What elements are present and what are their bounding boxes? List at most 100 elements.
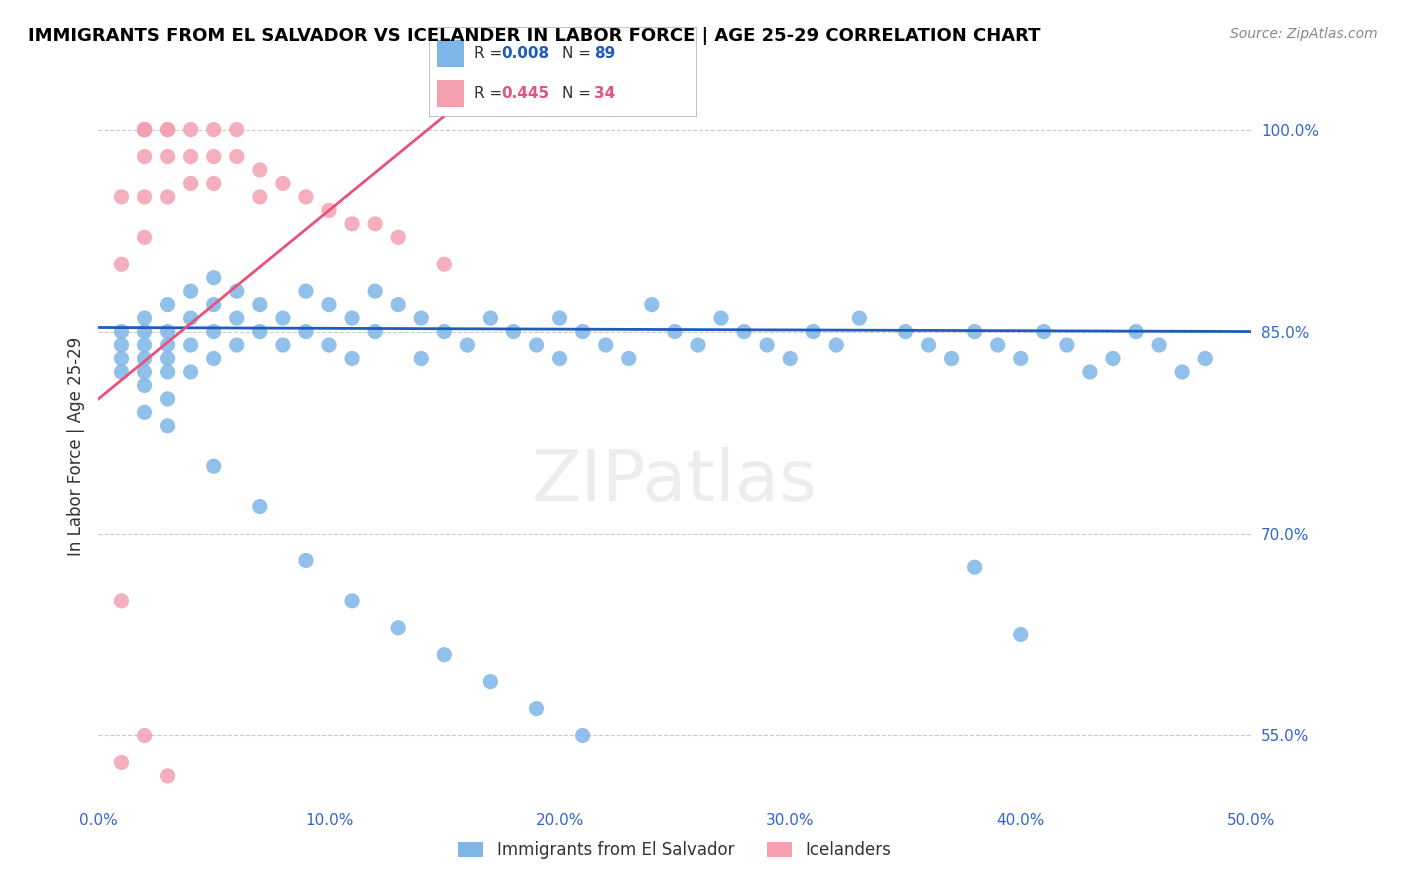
- Point: [134, 365, 156, 379]
- Point: [110, 257, 132, 271]
- Text: N =: N =: [562, 87, 596, 101]
- Legend: Immigrants from El Salvador, Icelanders: Immigrants from El Salvador, Icelanders: [451, 835, 898, 866]
- Point: [110, 594, 132, 608]
- Point: [617, 351, 640, 366]
- Text: 34: 34: [595, 87, 616, 101]
- Point: [249, 163, 271, 178]
- Point: [134, 230, 156, 244]
- Point: [318, 338, 340, 352]
- Point: [779, 351, 801, 366]
- Point: [156, 190, 179, 204]
- Point: [249, 190, 271, 204]
- Point: [156, 122, 179, 136]
- Point: [941, 351, 963, 366]
- Point: [134, 311, 156, 326]
- Point: [180, 177, 202, 191]
- Point: [202, 298, 225, 312]
- Point: [571, 325, 593, 339]
- Point: [364, 325, 387, 339]
- Point: [202, 270, 225, 285]
- Point: [917, 338, 939, 352]
- Point: [387, 230, 409, 244]
- Point: [134, 338, 156, 352]
- Point: [110, 351, 132, 366]
- Point: [456, 338, 478, 352]
- Point: [801, 325, 824, 339]
- Point: [249, 500, 271, 514]
- Point: [156, 351, 179, 366]
- Point: [156, 365, 179, 379]
- Point: [756, 338, 779, 352]
- Point: [156, 149, 179, 163]
- Bar: [437, 40, 464, 67]
- Point: [202, 122, 225, 136]
- Point: [134, 405, 156, 419]
- Text: 0.008: 0.008: [501, 46, 550, 61]
- Text: R =: R =: [474, 87, 508, 101]
- Point: [733, 325, 755, 339]
- Point: [134, 149, 156, 163]
- Point: [595, 338, 617, 352]
- Point: [526, 338, 548, 352]
- Point: [110, 190, 132, 204]
- Point: [180, 122, 202, 136]
- Point: [110, 338, 132, 352]
- Text: N =: N =: [562, 46, 596, 61]
- Point: [479, 674, 502, 689]
- Point: [134, 729, 156, 743]
- Point: [1078, 365, 1101, 379]
- Point: [1056, 338, 1078, 352]
- Point: [963, 325, 986, 339]
- Point: [249, 298, 271, 312]
- Point: [134, 351, 156, 366]
- Text: 0.445: 0.445: [501, 87, 550, 101]
- Text: 89: 89: [595, 46, 616, 61]
- Point: [848, 311, 870, 326]
- Point: [271, 338, 294, 352]
- Point: [963, 560, 986, 574]
- Point: [1032, 325, 1054, 339]
- Point: [1171, 365, 1194, 379]
- Point: [686, 338, 709, 352]
- Point: [502, 325, 524, 339]
- Point: [664, 325, 686, 339]
- Point: [225, 122, 247, 136]
- Point: [271, 177, 294, 191]
- Point: [134, 122, 156, 136]
- Point: [364, 217, 387, 231]
- Point: [202, 459, 225, 474]
- Point: [295, 325, 318, 339]
- Point: [340, 594, 363, 608]
- Point: [225, 311, 247, 326]
- Point: [156, 338, 179, 352]
- Point: [180, 284, 202, 298]
- Text: R =: R =: [474, 46, 508, 61]
- Point: [180, 149, 202, 163]
- Point: [987, 338, 1010, 352]
- Point: [1147, 338, 1170, 352]
- Point: [1010, 627, 1032, 641]
- Point: [110, 756, 132, 770]
- Point: [202, 149, 225, 163]
- Point: [134, 378, 156, 392]
- Point: [110, 325, 132, 339]
- Point: [225, 338, 247, 352]
- Point: [641, 298, 664, 312]
- Point: [156, 392, 179, 406]
- Point: [318, 203, 340, 218]
- Point: [1102, 351, 1125, 366]
- Y-axis label: In Labor Force | Age 25-29: In Labor Force | Age 25-29: [66, 336, 84, 556]
- Point: [433, 648, 456, 662]
- Point: [1125, 325, 1147, 339]
- Point: [271, 311, 294, 326]
- Point: [318, 298, 340, 312]
- Text: Source: ZipAtlas.com: Source: ZipAtlas.com: [1230, 27, 1378, 41]
- Point: [411, 351, 433, 366]
- Point: [894, 325, 917, 339]
- Text: ZIPatlas: ZIPatlas: [531, 447, 818, 516]
- Point: [1010, 351, 1032, 366]
- Point: [110, 365, 132, 379]
- Point: [202, 351, 225, 366]
- Point: [479, 311, 502, 326]
- Point: [364, 284, 387, 298]
